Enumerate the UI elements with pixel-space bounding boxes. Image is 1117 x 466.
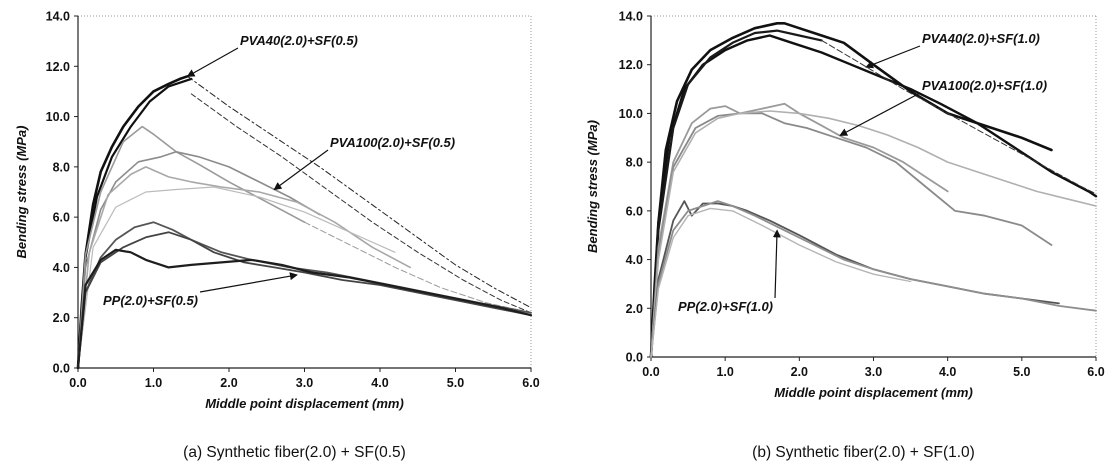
annotation-arrow [273,149,329,191]
y-tick-label: 12.0 [46,60,70,74]
y-tick-label: 0.0 [53,362,70,376]
series-line [76,75,189,370]
chart-b: 0.0 2.0 4.0 6.0 8.0 10.0 12.0 14.0 0.0 1.0 2.0 3.0 4… [585,10,1105,462]
series-line [76,77,193,370]
x-tick-label: 5.0 [447,376,464,390]
series-line [649,34,1098,359]
series-line [650,207,912,358]
series-annotation-label: PVA100(2.0)+SF(1.0) [922,78,1047,93]
figure-caption: (a) Synthetic fiber(2.0) + SF(0.5) [183,444,406,461]
series-line [77,186,396,369]
x-tick-label: 4.0 [371,376,388,390]
series-line [650,200,1060,358]
series-line [187,75,532,309]
y-tick-label: 0.0 [626,351,643,365]
y-tick-label: 8.0 [626,156,643,170]
series-line [190,93,532,314]
annotation-arrow [186,47,239,77]
x-tick-label: 4.0 [939,365,956,379]
series-line [650,110,1097,358]
series-line [650,102,949,358]
series-annotation-label: PVA40(2.0)+SF(0.5) [240,33,358,48]
x-tick-label: 2.0 [220,376,237,390]
annotation-arrow [772,229,781,299]
series-annotation-label: PP(2.0)+SF(0.5) [103,293,198,308]
x-tick-label: 6.0 [1087,365,1104,379]
y-tick-label: 6.0 [626,204,643,218]
series-line [650,200,1097,358]
series-annotation-label: PP(2.0)+SF(1.0) [678,299,773,314]
x-tick-label: 0.0 [69,376,86,390]
y-tick-label: 14.0 [619,10,643,24]
y-axis-title: Bending stress (MPa) [585,120,600,253]
annotation-arrow [839,92,921,136]
y-tick-label: 8.0 [53,160,70,174]
annotation-arrow [865,45,921,69]
series-line [77,231,532,369]
x-tick-label: 1.0 [145,376,162,390]
x-tick-label: 0.0 [642,365,659,379]
figure-caption: (b) Synthetic fiber(2.0) + SF(1.0) [752,444,975,461]
x-tick-label: 6.0 [522,376,539,390]
series-line [76,248,533,370]
chart-a: 0.0 2.0 4.0 6.0 8.0 10.0 12.0 14.0 0.0 1.0 2.0 3.0 4… [14,10,540,462]
series-line [649,29,823,359]
series-line [77,166,411,369]
y-tick-label: 10.0 [619,107,643,121]
y-tick-label: 12.0 [619,58,643,72]
y-tick-label: 14.0 [46,10,70,24]
x-tick-label: 3.0 [296,376,313,390]
series-line [650,112,1053,358]
series-line [304,221,532,314]
series-line [77,151,321,369]
series-annotation-label: PVA100(2.0)+SF(0.5) [330,135,455,150]
series-line [821,39,1097,195]
x-tick-label: 5.0 [1013,365,1030,379]
y-tick-label: 10.0 [46,110,70,124]
x-axis-title: Middle point displacement (mm) [774,385,973,400]
series-annotation-label: PVA40(2.0)+SF(1.0) [922,31,1040,46]
y-tick-label: 4.0 [626,253,643,267]
x-tick-label: 2.0 [791,365,808,379]
x-tick-label: 3.0 [865,365,882,379]
x-tick-label: 1.0 [716,365,733,379]
y-tick-label: 4.0 [53,261,70,275]
y-axis-title: Bending stress (MPa) [14,126,29,259]
y-tick-label: 2.0 [626,302,643,316]
y-tick-label: 6.0 [53,211,70,225]
y-tick-label: 2.0 [53,311,70,325]
series-line [77,125,306,369]
x-axis-title: Middle point displacement (mm) [205,396,404,411]
annotation-arrow [199,272,298,293]
